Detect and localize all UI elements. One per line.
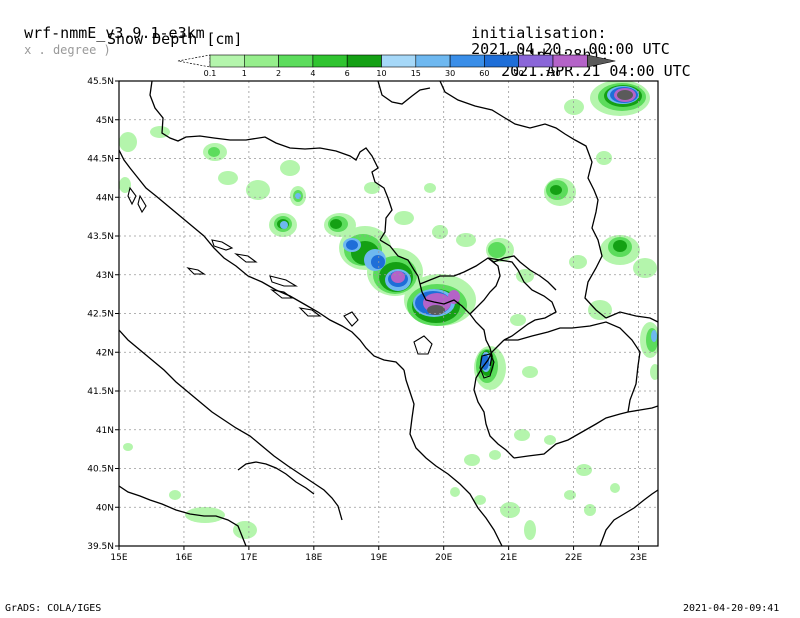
model-subtitle: x . degree ) xyxy=(24,43,111,57)
colorbar-swatch xyxy=(209,54,245,68)
init-time: initialisation: 2021.04.20. 00:00 UTC xyxy=(453,9,670,57)
lat-tick-label: 39.5N xyxy=(87,542,114,552)
serbia-hungary-border xyxy=(377,81,431,105)
lat-tick-label: 42N xyxy=(96,348,114,358)
island-6 xyxy=(186,267,206,275)
colorbar-swatch xyxy=(552,54,588,68)
islands xyxy=(127,186,495,379)
lon-tick-label: 17E xyxy=(240,553,257,563)
lat-tick-label: 44.5N xyxy=(87,155,114,165)
montenegro-albania-border xyxy=(417,275,493,367)
footer-right: 2021-04-20-09:41 xyxy=(683,603,780,614)
colorbar-label: 2 xyxy=(276,69,281,78)
colorbar-swatch xyxy=(415,54,451,68)
lat-tick-label: 40.5N xyxy=(87,465,114,475)
lat-tick-label: 40N xyxy=(96,503,114,513)
island-4 xyxy=(270,289,294,299)
colorbar-swatch xyxy=(312,54,348,68)
lat-tick-label: 45N xyxy=(96,116,114,126)
lon-tick-label: 16E xyxy=(175,553,192,563)
colorbar-label: 120 xyxy=(545,69,560,78)
coastlines-borders xyxy=(119,81,658,546)
map-area xyxy=(119,81,658,546)
colorbar-swatch xyxy=(278,54,314,68)
italy-coast xyxy=(119,485,247,546)
montenegro-coast xyxy=(403,369,503,546)
bulgaria-border-east xyxy=(605,311,658,323)
colorbar-label: 60 xyxy=(479,69,489,78)
kosovo-border xyxy=(419,257,557,341)
lake-ohrid xyxy=(479,353,495,379)
italy-heel xyxy=(119,329,343,521)
island-3 xyxy=(269,275,298,287)
colorbar-swatch xyxy=(484,54,519,68)
lat-tick-label: 43.5N xyxy=(87,232,114,242)
island-8 xyxy=(137,194,147,214)
island-2 xyxy=(234,253,258,263)
bay-kotor xyxy=(343,311,359,327)
model-name: wrf-nmmE_v3.9.1-e3km xyxy=(24,24,205,42)
colorbar-label: 10 xyxy=(376,69,386,78)
island-7 xyxy=(127,186,137,206)
colorbar-label: 1 xyxy=(242,69,247,78)
island-5 xyxy=(298,307,322,317)
island-1 xyxy=(211,239,234,251)
croatia-bosnia-border xyxy=(149,81,393,241)
footer-left: GrADS: COLA/IGES xyxy=(5,603,102,614)
colorbar-swatch xyxy=(244,54,279,68)
lon-tick-label: 21E xyxy=(500,553,517,563)
lon-tick-label: 22E xyxy=(565,553,582,563)
model-title: wrf-nmmE_v3.9.1-e3km x . degree ) xyxy=(6,9,205,58)
lon-tick-label: 15E xyxy=(110,553,127,563)
macedonia-interior xyxy=(469,257,501,315)
albania-macedonia-border xyxy=(473,339,515,459)
colorbar-label: 30 xyxy=(445,69,455,78)
lon-tick-label: 18E xyxy=(305,553,322,563)
macedonia-border xyxy=(504,321,641,413)
lake-scutari xyxy=(413,335,433,355)
lon-tick-label: 20E xyxy=(435,553,452,563)
greece-interior xyxy=(599,489,658,546)
lat-tick-label: 44N xyxy=(96,193,114,203)
italy-interior xyxy=(237,461,315,495)
kosovo-interior xyxy=(487,255,557,291)
lat-axis: 45.5N 45N 44.5N 44N 43.5N 43N 42.5N 42N 41.5N 41N… xyxy=(87,77,119,552)
serbia-romania-border xyxy=(439,81,607,319)
lat-tick-label: 45.5N xyxy=(87,77,114,87)
colorbar-swatch xyxy=(381,54,417,68)
colorbar-swatch xyxy=(346,54,382,68)
lon-axis: 15E 16E 17E 18E 19E 20E 21E 22E 23E xyxy=(110,546,647,563)
lon-tick-label: 23E xyxy=(630,553,647,563)
colorbar: 0.1 1 2 4 6 10 15 30 60 90 120 xyxy=(177,54,616,78)
snow-field-max xyxy=(427,90,633,315)
lat-tick-label: 41.5N xyxy=(87,387,114,397)
colorbar-label: 6 xyxy=(345,69,350,78)
lon-tick-label: 19E xyxy=(370,553,387,563)
colorbar-label: 4 xyxy=(310,69,315,78)
lat-tick-label: 41N xyxy=(96,426,114,436)
colorbar-label: 0.1 xyxy=(204,69,217,78)
lat-tick-label: 43N xyxy=(96,271,114,281)
colorbar-label: 15 xyxy=(411,69,421,78)
colorbar-swatch xyxy=(518,54,554,68)
greece-border xyxy=(513,405,658,459)
colorbar-low-arrow xyxy=(177,54,211,68)
lat-tick-label: 42.5N xyxy=(87,310,114,320)
variable-title: Snow Depth [cm] xyxy=(107,30,243,48)
init-label: initialisation: xyxy=(471,24,607,42)
bosnia-serbia-border xyxy=(379,239,419,277)
colorbar-high-arrow xyxy=(586,54,616,68)
colorbar-swatch xyxy=(449,54,485,68)
colorbar-label: 90 xyxy=(514,69,524,78)
init-value: 2021.04.20. 00:00 UTC xyxy=(471,40,670,58)
adriatic-coast-croatia xyxy=(119,149,405,371)
